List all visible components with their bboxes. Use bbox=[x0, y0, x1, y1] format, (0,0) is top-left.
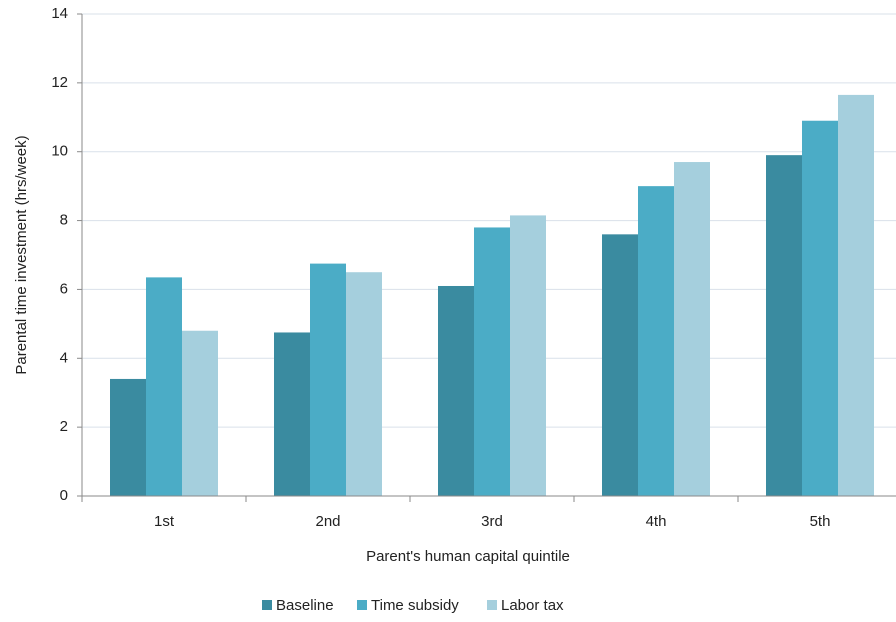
bar bbox=[438, 285, 474, 496]
bar bbox=[674, 162, 710, 497]
y-tick-label: 6 bbox=[60, 280, 68, 297]
bar bbox=[110, 378, 146, 496]
bar bbox=[146, 277, 182, 496]
y-tick-label: 4 bbox=[60, 349, 68, 366]
bar bbox=[602, 234, 638, 497]
bar bbox=[182, 330, 218, 496]
bar bbox=[274, 332, 310, 496]
y-tick-label: 0 bbox=[60, 487, 68, 504]
bar bbox=[346, 272, 382, 496]
legend-swatch bbox=[262, 600, 272, 610]
legend-label: Baseline bbox=[276, 597, 334, 614]
bar bbox=[474, 227, 510, 496]
y-tick-label: 12 bbox=[51, 74, 68, 91]
y-tick-label: 14 bbox=[51, 5, 68, 22]
x-tick-label: 1st bbox=[154, 513, 175, 530]
x-tick-label: 5th bbox=[810, 513, 831, 530]
bar bbox=[802, 120, 838, 496]
bar bbox=[766, 155, 802, 496]
x-tick-label: 3rd bbox=[481, 513, 503, 530]
legend-swatch bbox=[487, 600, 497, 610]
y-axis-title: Parental time investment (hrs/week) bbox=[13, 135, 30, 374]
legend-label: Time subsidy bbox=[371, 597, 459, 614]
bar bbox=[510, 215, 546, 496]
bar bbox=[310, 263, 346, 496]
legend-swatch bbox=[357, 600, 367, 610]
y-tick-label: 2 bbox=[60, 418, 68, 435]
x-axis-title: Parent's human capital quintile bbox=[366, 548, 570, 565]
y-tick-label: 10 bbox=[51, 143, 68, 160]
legend-label: Labor tax bbox=[501, 597, 564, 614]
x-tick-label: 2nd bbox=[315, 513, 340, 530]
x-tick-label: 4th bbox=[646, 513, 667, 530]
bar bbox=[838, 94, 874, 497]
bar bbox=[638, 186, 674, 496]
y-tick-label: 8 bbox=[60, 212, 68, 229]
